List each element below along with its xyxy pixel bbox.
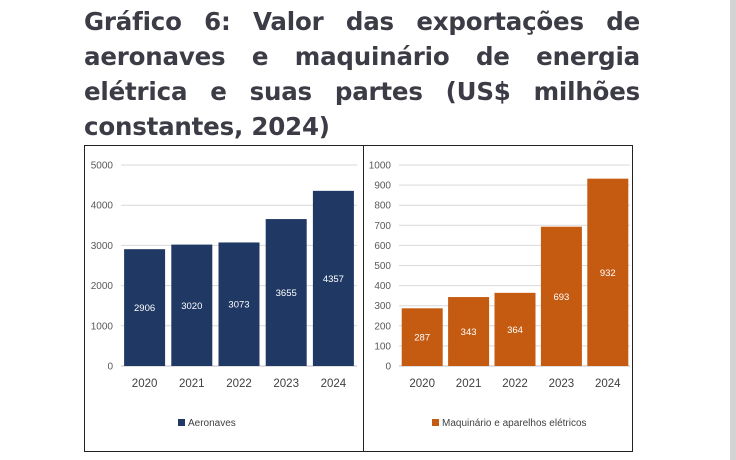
bar — [448, 297, 490, 366]
y-tick-label: 0 — [385, 362, 391, 373]
y-tick-label: 500 — [374, 261, 391, 272]
data-label: 2906 — [134, 303, 155, 314]
legend-label: Aeronaves — [188, 418, 236, 429]
data-label: 693 — [553, 292, 569, 303]
data-label: 364 — [507, 325, 523, 336]
x-tick-label: 2023 — [273, 378, 299, 390]
data-label: 3655 — [276, 288, 297, 299]
x-tick-label: 2024 — [321, 378, 347, 390]
data-label: 287 — [414, 333, 430, 344]
panel-divider — [363, 146, 364, 451]
y-tick-label: 1000 — [91, 321, 114, 332]
data-label: 3073 — [228, 300, 249, 311]
x-tick-label: 2020 — [132, 378, 158, 390]
bar — [124, 249, 166, 366]
y-tick-label: 4000 — [91, 201, 114, 212]
y-tick-label: 200 — [374, 321, 391, 332]
x-tick-label: 2021 — [179, 378, 205, 390]
x-tick-label: 2022 — [226, 378, 252, 390]
data-label: 932 — [600, 268, 616, 279]
y-tick-label: 900 — [374, 181, 391, 192]
x-tick-label: 2024 — [595, 378, 621, 390]
maquinario-chart: 0 100 200 300 400 500 600 700 800 900 1000 287 2020 3… — [369, 161, 630, 429]
y-tick-label: 3000 — [91, 241, 114, 252]
y-tick-label: 1000 — [369, 161, 392, 172]
bar — [401, 308, 443, 366]
legend-swatch — [432, 419, 439, 426]
bar — [540, 226, 582, 366]
x-tick-label: 2021 — [456, 378, 482, 390]
x-tick-label: 2023 — [549, 378, 575, 390]
chart-frame: 0 1000 2000 3000 4000 5000 2906 2020 3020 2021 307… — [84, 145, 633, 452]
y-tick-label: 400 — [374, 281, 391, 292]
legend-swatch — [178, 419, 185, 426]
y-tick-label: 300 — [374, 301, 391, 312]
legend-label: Maquinário e aparelhos elétricos — [442, 418, 587, 429]
bar — [265, 219, 307, 366]
data-label: 4357 — [323, 274, 344, 285]
bar — [171, 244, 213, 366]
chart-title: Gráfico 6: Valor das exportações de aero… — [84, 7, 640, 141]
bar — [494, 292, 536, 366]
y-tick-label: 800 — [374, 201, 391, 212]
y-tick-label: 100 — [374, 341, 391, 352]
y-tick-label: 700 — [374, 221, 391, 232]
page-edge — [730, 0, 736, 460]
bar — [218, 242, 260, 366]
data-label: 343 — [461, 327, 477, 338]
bar — [312, 190, 354, 366]
y-tick-label: 5000 — [91, 161, 114, 172]
y-tick-label: 600 — [374, 241, 391, 252]
y-tick-label: 2000 — [91, 281, 114, 292]
data-label: 3020 — [181, 301, 202, 312]
aeronaves-chart: 0 1000 2000 3000 4000 5000 2906 2020 3020 2021 307… — [91, 161, 357, 429]
bar — [587, 178, 629, 366]
x-tick-label: 2022 — [502, 378, 528, 390]
y-tick-label: 0 — [107, 362, 113, 373]
x-tick-label: 2020 — [409, 378, 435, 390]
